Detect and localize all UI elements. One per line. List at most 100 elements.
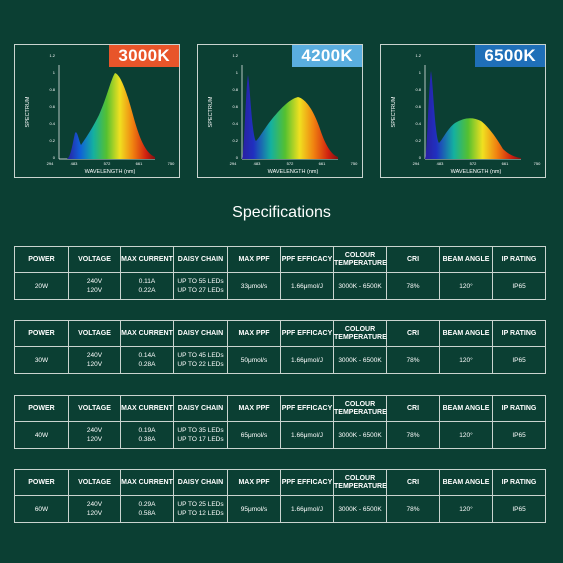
y-tick: 1 [236,70,239,75]
cell-line: UP TO 22 LEDs [177,361,224,368]
cell-ppf: 50μmol/s [227,346,281,374]
column-header: VOLTAGE [68,320,121,347]
x-tick: 483 [437,161,444,166]
cell-power: 60W [14,495,69,523]
cell-beam: 120° [439,272,493,300]
x-tick: 294 [47,161,54,166]
column-header: POWER [14,469,69,496]
spectrum-plot: 1.2 1 0.8 0.6 0.4 0.2 0 SPECTRUM 294 483… [391,53,541,175]
cell-beam: 120° [439,346,493,374]
column-header: MAX CURRENT [120,246,174,273]
column-header: COLOUR TEMPERATURE [333,320,387,347]
table-header-row: POWER VOLTAGE MAX CURRENT DAISY CHAIN MAX PP… [14,469,546,496]
cell-voltage: 240V 120V [68,421,121,449]
x-tick-labels: 294 483 572 661 750 [47,161,175,166]
column-header: MAX CURRENT [120,469,174,496]
x-tick: 572 [287,161,294,166]
y-tick: 0 [419,155,422,160]
spectrum-curve [242,75,338,159]
cell-current: 0.14A 0.28A [120,346,174,374]
column-header: POWER [14,320,69,347]
spec-table: POWER VOLTAGE MAX CURRENT DAISY CHAIN MAX PP… [14,320,546,374]
x-tick: 294 [413,161,420,166]
cell-line: 120V [86,510,103,517]
table-header-row: POWER VOLTAGE MAX CURRENT DAISY CHAIN MAX PP… [14,246,546,273]
cell-line: UP TO 12 LEDs [177,510,224,517]
color-temp-badge: 3000K [109,45,179,67]
y-tick: 1 [53,70,56,75]
column-header: CRI [386,469,440,496]
color-temp-badge: 4200K [292,45,362,67]
cell-line: UP TO 45 LEDs [177,352,224,359]
column-header: CRI [386,246,440,273]
spectrum-chart-4200k: 1.2 1 0.8 0.6 0.4 0.2 0 SPECTRUM 294 483… [197,44,363,178]
cell-cri: 78% [386,421,440,449]
x-tick: 750 [534,161,541,166]
cell-ppf: 65μmol/s [227,421,281,449]
column-header: PPF EFFICACY [280,395,334,422]
x-tick: 750 [168,161,175,166]
cell-line: 240V [86,427,103,434]
column-header: COLOUR TEMPERATURE [333,469,387,496]
cell-line: 0.19A [138,427,156,434]
cell-power: 40W [14,421,69,449]
y-axis-label: SPECTRUM [391,96,397,127]
cell-line: 120V [86,287,103,294]
specifications-title: Specifications [232,204,331,221]
cell-current: 0.29A 0.58A [120,495,174,523]
column-header: PPF EFFICACY [280,246,334,273]
cell-colour: 3000K - 6500K [333,421,387,449]
y-tick: 1.2 [49,53,55,58]
x-axis-label: WAVELENGTH (nm) [85,169,136,175]
column-header: BEAM ANGLE [439,395,493,422]
cell-line: 240V [86,352,103,359]
cell-line: 0.28A [138,361,156,368]
cell-line: UP TO 25 LEDs [177,501,224,508]
cell-voltage: 240V 120V [68,346,121,374]
column-header: MAX CURRENT [120,395,174,422]
cell-colour: 3000K - 6500K [333,346,387,374]
x-axis-label: WAVELENGTH (nm) [451,169,502,175]
cell-daisy: UP TO 45 LEDs UP TO 22 LEDs [173,346,228,374]
cell-ip: IP65 [492,495,546,523]
column-header: DAISY CHAIN [173,246,228,273]
cell-beam: 120° [439,421,493,449]
table-row: 40W 240V 120V 0.19A 0.38A UP TO 35 LEDs UP TO … [14,421,546,449]
cell-daisy: UP TO 35 LEDs UP TO 17 LEDs [173,421,228,449]
y-tick-labels: 1.2 1 0.8 0.6 0.4 0.2 0 [49,53,55,160]
y-tick: 1.2 [232,53,238,58]
spectrum-plot: 1.2 1 0.8 0.6 0.4 0.2 0 SPECTRUM 294 483… [25,53,175,175]
column-header: DAISY CHAIN [173,320,228,347]
cell-line: UP TO 55 LEDs [177,278,224,285]
spectrum-curve [425,71,521,159]
column-header: DAISY CHAIN [173,395,228,422]
column-header: BEAM ANGLE [439,320,493,347]
column-header: MAX CURRENT [120,320,174,347]
cell-line: 240V [86,278,103,285]
y-tick-labels: 1.2 1 0.8 0.6 0.4 0.2 0 [232,53,238,160]
cell-colour: 3000K - 6500K [333,495,387,523]
spectrum-plot: 1.2 1 0.8 0.6 0.4 0.2 0 SPECTRUM 294 483… [208,53,358,175]
table-row: 30W 240V 120V 0.14A 0.28A UP TO 45 LEDs UP TO … [14,346,546,374]
column-header: CRI [386,395,440,422]
column-header: COLOUR TEMPERATURE [333,246,387,273]
y-tick: 0.4 [49,121,55,126]
cell-ip: IP65 [492,421,546,449]
spec-table: POWER VOLTAGE MAX CURRENT DAISY CHAIN MAX PP… [14,469,546,523]
x-tick: 483 [254,161,261,166]
y-tick: 0.8 [232,87,238,92]
cell-line: 240V [86,501,103,508]
x-tick-labels: 294 483 572 661 750 [413,161,541,166]
y-tick: 0.6 [415,104,421,109]
cell-ip: IP65 [492,272,546,300]
cell-line: 0.22A [138,287,156,294]
cell-voltage: 240V 120V [68,272,121,300]
cell-daisy: UP TO 25 LEDs UP TO 12 LEDs [173,495,228,523]
cell-efficacy: 1.66μmol/J [280,346,334,374]
column-header: IP RATING [492,320,546,347]
cell-line: 0.11A [138,278,156,285]
cell-line: 0.14A [138,352,156,359]
x-tick: 661 [136,161,143,166]
cell-line: 0.29A [138,501,156,508]
column-header: PPF EFFICACY [280,469,334,496]
